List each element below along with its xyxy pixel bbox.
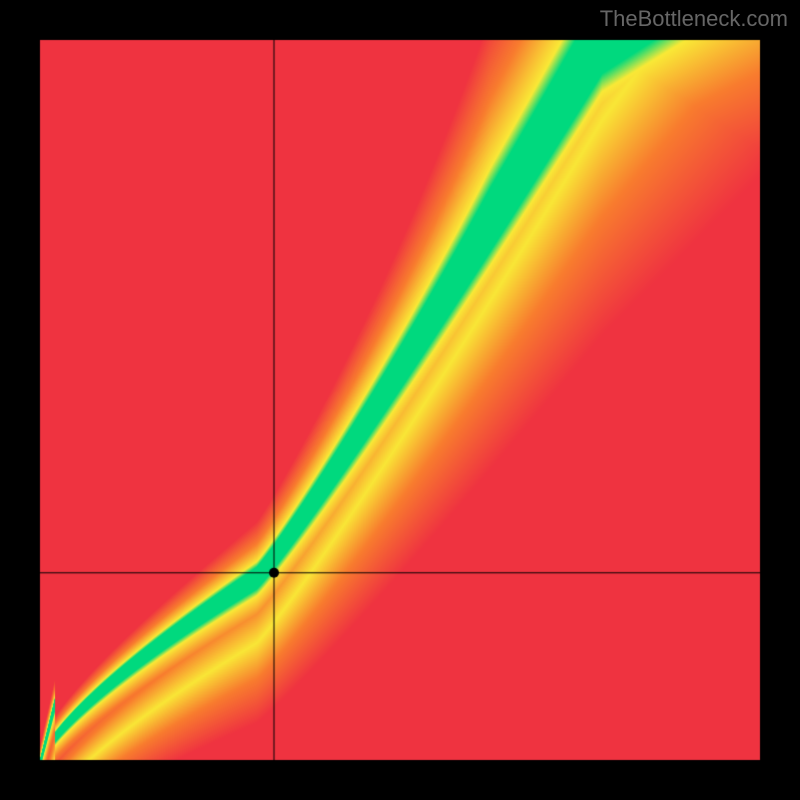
chart-container: TheBottleneck.com [0, 0, 800, 800]
heatmap-canvas [0, 0, 800, 800]
watermark-text: TheBottleneck.com [600, 6, 788, 32]
